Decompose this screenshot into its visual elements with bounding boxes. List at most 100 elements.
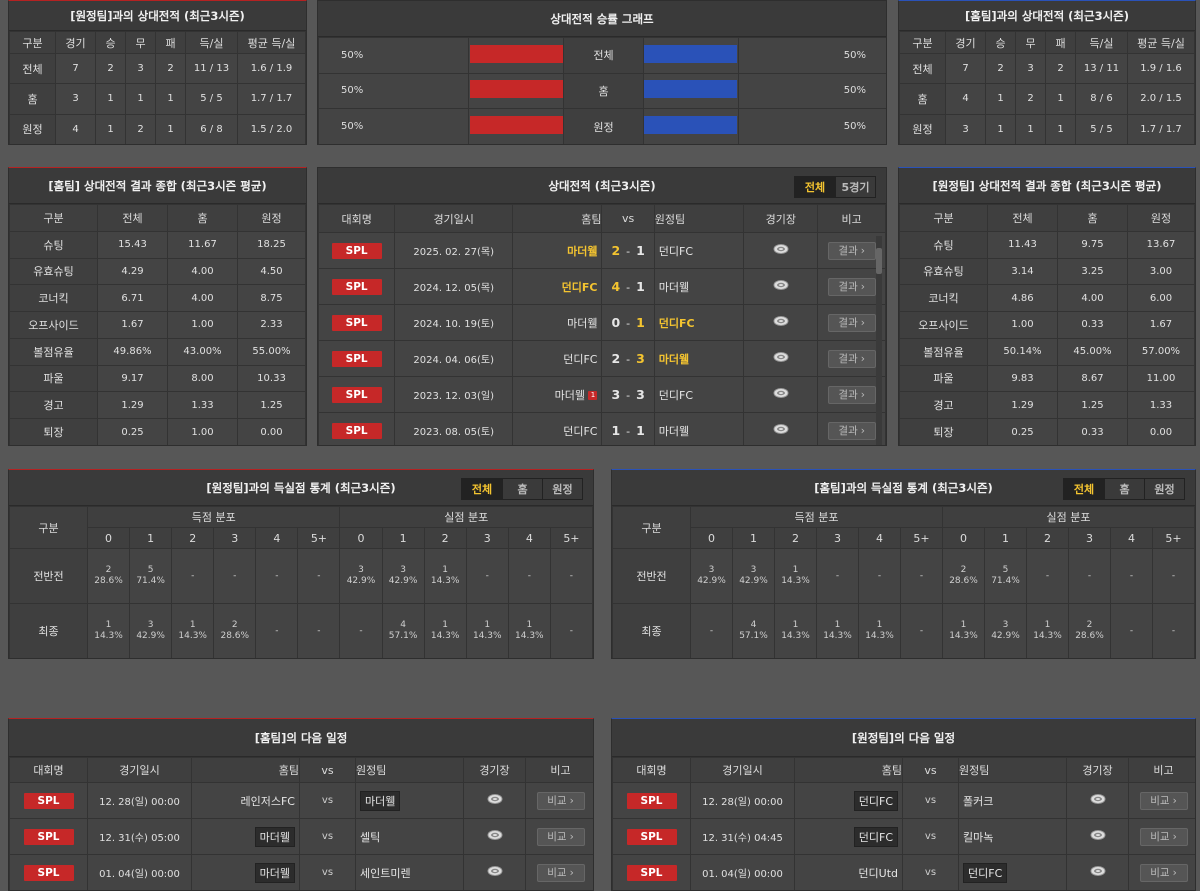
cell: 1.9 / 1.6 (1127, 52, 1195, 85)
result-button[interactable]: 결과 › (827, 385, 876, 404)
stadium-icon[interactable] (1090, 793, 1106, 805)
dist-count: 1 (442, 620, 449, 630)
chevron-right-icon: › (860, 244, 865, 257)
dist-count: 1 (834, 620, 841, 630)
result-button[interactable]: 결과 › (827, 421, 876, 440)
recent-rows: SPL 2025. 02. 27(목) 마더웰 2-1 던디FC 결과 › SPL 2024. … (318, 232, 886, 445)
league-badge: SPL (23, 792, 74, 809)
dist-cell: 1 14.3% (507, 603, 551, 658)
stadium-icon[interactable] (773, 423, 789, 435)
tab-all[interactable]: 전체 (1064, 479, 1104, 499)
match-row[interactable]: SPL 2024. 12. 05(목) 던디FC 4-1 마더웰 결과 › (318, 268, 886, 305)
stadium-cell (1066, 818, 1129, 855)
compare-button[interactable]: 비교 › (1139, 791, 1188, 810)
stadium-icon[interactable] (487, 793, 503, 805)
col-header: 구분 (612, 506, 691, 549)
stadium-icon[interactable] (487, 865, 503, 877)
dist-cell: 1 14.3% (816, 603, 859, 658)
stadium-icon[interactable] (773, 387, 789, 399)
tab-away[interactable]: 원정 (1144, 479, 1184, 499)
stadium-icon[interactable] (773, 279, 789, 291)
dist-percent: 42.9% (697, 576, 726, 586)
away-goals-title-text: [원정팀]과의 득실점 통계 (최근3시즌) (206, 480, 396, 495)
cell: 1.00 (167, 311, 238, 339)
compare-button[interactable]: 비교 › (1139, 827, 1188, 846)
dist-count: - (1129, 570, 1134, 581)
cell: 1.67 (1127, 311, 1195, 339)
dist-count: - (1129, 625, 1134, 636)
stadium-icon[interactable] (1090, 865, 1106, 877)
match-row[interactable]: SPL 2023. 08. 05(토) 던디FC 1-1 마더웰 결과 › (318, 412, 886, 445)
tab-away[interactable]: 원정 (542, 479, 582, 499)
schedule-row[interactable]: SPL 12. 31(수) 04:45 던디FC vs 킬마녹 비교 › (612, 818, 1195, 855)
stadium-icon[interactable] (773, 351, 789, 363)
col-header: 홈 (1057, 204, 1128, 232)
schedule-row[interactable]: SPL 01. 04(일) 00:00 던디Utd vs 던디FC 비교 › (612, 854, 1195, 890)
tab-5-games[interactable]: 5경기 (835, 177, 875, 197)
dist-count: - (835, 570, 840, 581)
recent-h2h-title: 상대전적 (최근3시즌) 전체 5경기 (318, 168, 886, 204)
tab-all[interactable]: 전체 (462, 479, 502, 499)
home-team-cell: 던디FC (794, 818, 903, 855)
recent-h2h-table: 대회명 경기일시 홈팀 vs 원정팀 경기장 비고 SPL 2025. 02. 2… (318, 204, 886, 445)
compare-button[interactable]: 비교 › (1139, 863, 1188, 882)
stadium-icon[interactable] (1090, 829, 1106, 841)
table-header-row: 대회명 경기일시 홈팀 vs 원정팀 경기장 비고 (9, 757, 593, 783)
stadium-icon[interactable] (487, 829, 503, 841)
schedule-row[interactable]: SPL 12. 28(일) 00:00 던디FC vs 폴커크 비교 › (612, 782, 1195, 819)
compare-button[interactable]: 비교 › (536, 827, 585, 846)
chevron-right-icon: › (1172, 794, 1177, 807)
league-cell: SPL (318, 376, 396, 413)
match-row[interactable]: SPL 2023. 12. 03(일) 마더웰 1 3-3 던디FC 결과 › (318, 376, 886, 413)
note-cell: 비교 › (1128, 782, 1195, 819)
recent-scrollbar[interactable] (876, 236, 882, 445)
league-cell: SPL (318, 412, 396, 445)
cell: 4.29 (97, 257, 168, 286)
home-score: 1 (611, 423, 621, 438)
away-winrate-bar (644, 80, 737, 99)
compare-button[interactable]: 비교 › (536, 791, 585, 810)
dist-percent: 28.6% (94, 576, 123, 586)
col-header: 구분 (899, 204, 988, 232)
compare-button[interactable]: 비교 › (536, 863, 585, 882)
stadium-icon[interactable] (773, 243, 789, 255)
stadium-cell (743, 376, 819, 413)
bin-header: 1 (381, 527, 425, 549)
dist-percent: 14.3% (430, 631, 460, 641)
bin-header: 5+ (1152, 527, 1195, 549)
dist-cell: - (465, 548, 509, 604)
match-row[interactable]: SPL 2025. 02. 27(목) 마더웰 2-1 던디FC 결과 › (318, 232, 886, 269)
schedule-row[interactable]: SPL 12. 28(일) 00:00 레인저스FC vs 마더웰 비교 › (9, 782, 593, 819)
bin-header: 3 (465, 527, 509, 549)
match-date: 2023. 12. 03(일) (394, 376, 514, 413)
row-label: 유효슈팅 (9, 257, 98, 286)
table-row: 경고 1.29 1.25 1.33 (899, 391, 1195, 420)
result-button[interactable]: 결과 › (827, 241, 876, 260)
cell: 4 (55, 113, 96, 144)
result-button[interactable]: 결과 › (827, 313, 876, 332)
row-label: 코너킥 (9, 284, 98, 313)
scroll-thumb[interactable] (876, 248, 882, 274)
stadium-icon[interactable] (773, 315, 789, 327)
col-header: 경기장 (463, 757, 526, 783)
away-team-cell: 폴커크 (958, 782, 1067, 819)
home-team: 마더웰 (554, 388, 585, 402)
dist-count: - (1087, 570, 1092, 581)
result-button[interactable]: 결과 › (827, 277, 876, 296)
away-score: 1 (636, 423, 645, 438)
tab-all[interactable]: 전체 (795, 177, 835, 197)
dist-percent: 28.6% (949, 576, 978, 586)
tab-home[interactable]: 홈 (1104, 479, 1144, 499)
cell: 7 (945, 52, 986, 85)
winrate-graph-title: 상대전적 승률 그래프 (318, 1, 886, 37)
match-date: 2024. 12. 05(목) (394, 268, 514, 305)
tab-home[interactable]: 홈 (502, 479, 542, 499)
schedule-row[interactable]: SPL 12. 31(수) 05:00 마더웰 vs 셀틱 비교 › (9, 818, 593, 855)
match-row[interactable]: SPL 2024. 04. 06(토) 던디FC 2-3 마더웰 결과 › (318, 340, 886, 377)
league-cell: SPL (9, 818, 88, 855)
schedule-row[interactable]: SPL 01. 04(일) 00:00 마더웰 vs 세인트미렌 비교 › (9, 854, 593, 890)
result-button[interactable]: 결과 › (827, 349, 876, 368)
dist-count: - (527, 570, 531, 581)
cell: 2 (155, 52, 186, 85)
match-row[interactable]: SPL 2024. 10. 19(토) 마더웰 0-1 던디FC 결과 › (318, 304, 886, 341)
